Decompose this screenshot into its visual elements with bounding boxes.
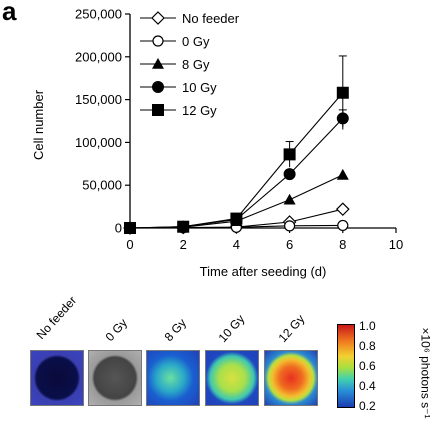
data-point bbox=[336, 168, 349, 180]
y-tick-label: 200,000 bbox=[75, 49, 122, 64]
data-point bbox=[284, 220, 296, 232]
legend: No feeder 0 Gy 8 Gy 10 Gy 12 Gy bbox=[140, 11, 240, 118]
y-tick-label: 150,000 bbox=[75, 92, 122, 107]
legend-label: 8 Gy bbox=[182, 57, 210, 72]
legend-label: 12 Gy bbox=[182, 103, 217, 118]
well-label-no-feeder: No feeder bbox=[33, 293, 80, 342]
well-image-0gy bbox=[88, 350, 142, 406]
data-point bbox=[335, 202, 350, 217]
y-tick-label: 250,000 bbox=[75, 7, 122, 22]
well-label-12gy: 12 Gy bbox=[275, 311, 308, 345]
x-tick-label: 4 bbox=[233, 237, 240, 252]
legend-marker bbox=[152, 104, 164, 116]
chart-axes bbox=[129, 14, 396, 229]
well-label-0gy: 0 Gy bbox=[102, 315, 130, 344]
x-tick-label: 0 bbox=[126, 237, 133, 252]
colorbar-tick: 0.6 bbox=[359, 359, 376, 373]
data-point bbox=[337, 219, 349, 232]
colorbar bbox=[337, 324, 355, 408]
series-12-gy bbox=[124, 55, 349, 234]
well-image-10gy bbox=[205, 350, 259, 406]
legend-marker bbox=[152, 58, 164, 69]
well-label-8gy: 8 Gy bbox=[161, 315, 189, 344]
legend-marker bbox=[152, 81, 164, 93]
series-line bbox=[129, 118, 344, 229]
well-image-no-feeder bbox=[30, 350, 84, 406]
legend-marker bbox=[151, 11, 165, 25]
data-point bbox=[230, 212, 243, 225]
well-image-8gy bbox=[146, 350, 200, 406]
line-chart: 0 2 4 6 8 10 0 50,000 100,000 150,000 200,000 250,… bbox=[31, 7, 403, 280]
x-axis-label: Time after seeding (d) bbox=[200, 264, 327, 279]
data-point bbox=[283, 148, 296, 161]
data-point bbox=[124, 222, 136, 234]
colorbar-tick: 0.2 bbox=[359, 399, 376, 413]
series-layer bbox=[123, 55, 350, 235]
data-point bbox=[336, 86, 349, 99]
legend-label: 0 Gy bbox=[182, 34, 210, 49]
y-axis-ticks: 0 50,000 100,000 150,000 200,000 250,000 bbox=[75, 7, 130, 236]
x-tick-label: 10 bbox=[389, 237, 403, 252]
legend-marker bbox=[152, 35, 164, 47]
well-image-12gy bbox=[264, 350, 318, 406]
y-tick-label: 100,000 bbox=[75, 135, 122, 150]
y-tick-label: 50,000 bbox=[82, 178, 122, 193]
x-tick-label: 8 bbox=[339, 237, 346, 252]
data-point bbox=[177, 220, 190, 233]
x-axis-ticks: 0 2 4 6 8 10 bbox=[126, 228, 403, 252]
well-label-10gy: 10 Gy bbox=[215, 311, 248, 345]
x-tick-label: 2 bbox=[180, 237, 187, 252]
data-point bbox=[283, 168, 296, 181]
y-tick-label: 0 bbox=[115, 221, 122, 236]
legend-label: No feeder bbox=[182, 11, 240, 26]
legend-label: 10 Gy bbox=[182, 80, 217, 95]
colorbar-tick: 1.0 bbox=[359, 319, 376, 333]
colorbar-unit-label: ×10⁶ photons s⁻¹ bbox=[418, 327, 433, 419]
panel-label: a bbox=[2, 0, 17, 26]
colorbar-tick: 0.8 bbox=[359, 339, 376, 353]
data-point bbox=[283, 193, 296, 205]
y-axis-label: Cell number bbox=[31, 89, 46, 160]
colorbar-tick: 0.4 bbox=[359, 379, 376, 393]
x-tick-label: 6 bbox=[286, 237, 293, 252]
